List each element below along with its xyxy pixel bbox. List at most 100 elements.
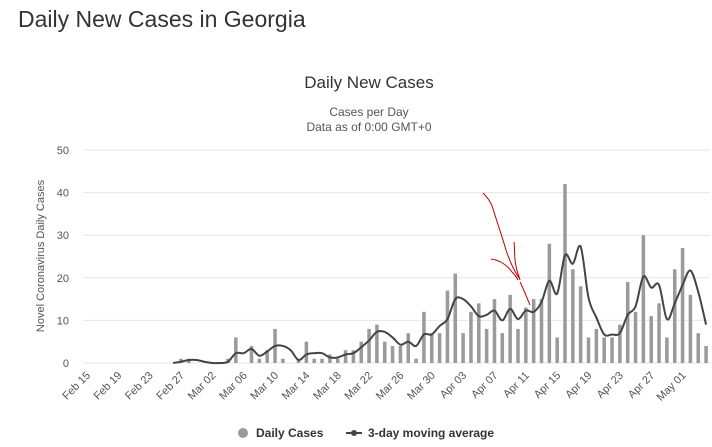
bar-daily-cases[interactable] — [265, 350, 269, 363]
bar-daily-cases[interactable] — [312, 358, 316, 363]
bar-daily-cases[interactable] — [555, 337, 559, 363]
bar-daily-cases[interactable] — [610, 337, 614, 363]
y-axis-ticks: 0 10 20 30 40 50 — [57, 145, 69, 370]
chart-subtitle: Cases per Day — [329, 105, 408, 119]
x-tick-label: Mar 30 — [405, 370, 438, 403]
bar-daily-cases[interactable] — [618, 324, 622, 363]
chart-legend[interactable]: Daily Cases 3-day moving average — [238, 426, 494, 440]
bar-daily-cases[interactable] — [422, 311, 426, 363]
x-tick-label: Apr 19 — [563, 370, 594, 401]
x-tick-label: Mar 14 — [280, 370, 313, 403]
x-tick-label: Feb 27 — [154, 370, 187, 403]
x-tick-label: Apr 11 — [501, 370, 532, 401]
bar-daily-cases[interactable] — [430, 333, 434, 363]
annotation-stroke-2 — [490, 258, 519, 281]
bar-daily-cases[interactable] — [688, 294, 693, 363]
bar-daily-cases[interactable] — [257, 358, 262, 363]
y-tick-label: 30 — [57, 230, 69, 242]
moving-average-line[interactable] — [172, 244, 708, 365]
bar-daily-cases[interactable] — [578, 286, 583, 363]
x-tick-label: Apr 15 — [532, 370, 563, 401]
bar-daily-cases[interactable] — [437, 333, 442, 363]
bar-daily-cases[interactable] — [320, 358, 324, 363]
x-tick-label: Apr 07 — [469, 370, 500, 401]
bar-daily-cases[interactable] — [665, 337, 669, 363]
chart-title: Daily New Cases — [304, 73, 433, 92]
legend-item-moving-average[interactable]: 3-day moving average — [346, 426, 494, 440]
moving-average-series — [172, 244, 708, 365]
bar-daily-cases[interactable] — [657, 303, 661, 363]
bar-daily-cases[interactable] — [524, 307, 528, 363]
bar-daily-cases[interactable] — [375, 324, 379, 363]
bar-daily-cases[interactable] — [602, 337, 606, 363]
bar-daily-cases[interactable] — [351, 350, 356, 363]
x-tick-label: Apr 03 — [438, 370, 469, 401]
bar-daily-cases[interactable] — [641, 235, 646, 363]
bar-daily-cases[interactable] — [304, 341, 309, 363]
annotation-stroke-4 — [519, 281, 531, 306]
bar-daily-cases[interactable] — [492, 299, 497, 363]
y-tick-label: 50 — [57, 145, 69, 157]
bar-daily-cases[interactable] — [406, 333, 411, 363]
x-tick-label: Feb 19 — [92, 370, 125, 403]
bar-daily-cases[interactable] — [359, 341, 363, 363]
bar-daily-cases[interactable] — [249, 345, 254, 363]
legend-label-moving-average: 3-day moving average — [368, 426, 494, 440]
x-tick-label: Mar 02 — [186, 370, 219, 403]
bar-daily-cases[interactable] — [461, 333, 465, 363]
bar-daily-cases[interactable] — [539, 299, 544, 363]
x-tick-label: Mar 06 — [217, 370, 250, 403]
bar-series — [179, 184, 708, 363]
x-tick-label: Mar 26 — [374, 370, 407, 403]
bar-daily-cases[interactable] — [649, 316, 653, 363]
chart-subtitle-date: Data as of 0:00 GMT+0 — [306, 120, 431, 134]
legend-item-daily-cases[interactable]: Daily Cases — [238, 426, 324, 440]
bar-daily-cases[interactable] — [335, 358, 340, 363]
legend-label-daily-cases: Daily Cases — [256, 426, 324, 440]
bar-daily-cases[interactable] — [586, 337, 591, 363]
red-annotation-marks — [482, 192, 531, 306]
bar-daily-cases[interactable] — [445, 290, 450, 363]
bar-daily-cases[interactable] — [281, 358, 285, 363]
annotation-stroke-1 — [482, 192, 520, 279]
bar-daily-cases[interactable] — [414, 358, 418, 363]
bar-daily-cases[interactable] — [571, 269, 575, 363]
bar-daily-cases[interactable] — [672, 269, 677, 363]
bar-daily-cases[interactable] — [328, 354, 332, 363]
bar-daily-cases[interactable] — [547, 243, 552, 363]
x-tick-label: Mar 22 — [342, 370, 375, 403]
bar-daily-cases[interactable] — [469, 311, 473, 363]
legend-marker-dot — [351, 430, 357, 436]
bar-daily-cases[interactable] — [484, 328, 489, 363]
y-tick-label: 20 — [57, 273, 69, 285]
y-tick-label: 0 — [63, 358, 69, 370]
annotation-stroke-3 — [513, 241, 521, 281]
x-tick-label: Mar 18 — [311, 370, 344, 403]
bar-daily-cases[interactable] — [594, 328, 599, 363]
legend-marker-daily-cases — [238, 428, 248, 438]
bar-daily-cases[interactable] — [398, 345, 403, 363]
bar-daily-cases[interactable] — [696, 333, 701, 363]
bar-daily-cases[interactable] — [680, 247, 685, 363]
bar-daily-cases[interactable] — [343, 350, 348, 363]
bar-daily-cases[interactable] — [563, 184, 567, 363]
bar-daily-cases[interactable] — [367, 328, 371, 363]
bar-daily-cases[interactable] — [516, 328, 520, 363]
x-tick-label: Feb 15 — [60, 370, 93, 403]
page-title: Daily New Cases in Georgia — [18, 6, 306, 32]
bar-daily-cases[interactable] — [704, 345, 708, 363]
bar-daily-cases[interactable] — [633, 311, 638, 363]
bar-daily-cases[interactable] — [500, 333, 505, 363]
y-tick-label: 40 — [57, 188, 69, 200]
bar-daily-cases[interactable] — [477, 303, 481, 363]
bar-daily-cases[interactable] — [390, 345, 395, 363]
bar-daily-cases[interactable] — [531, 299, 536, 363]
bar-daily-cases[interactable] — [234, 337, 238, 363]
bar-daily-cases[interactable] — [508, 294, 512, 363]
grid-lines — [83, 149, 710, 364]
bar-daily-cases[interactable] — [625, 282, 630, 363]
bar-daily-cases[interactable] — [382, 341, 387, 363]
bar-daily-cases[interactable] — [453, 273, 458, 363]
y-axis-label: Novel Coronavirus Daily Cases — [35, 179, 47, 332]
